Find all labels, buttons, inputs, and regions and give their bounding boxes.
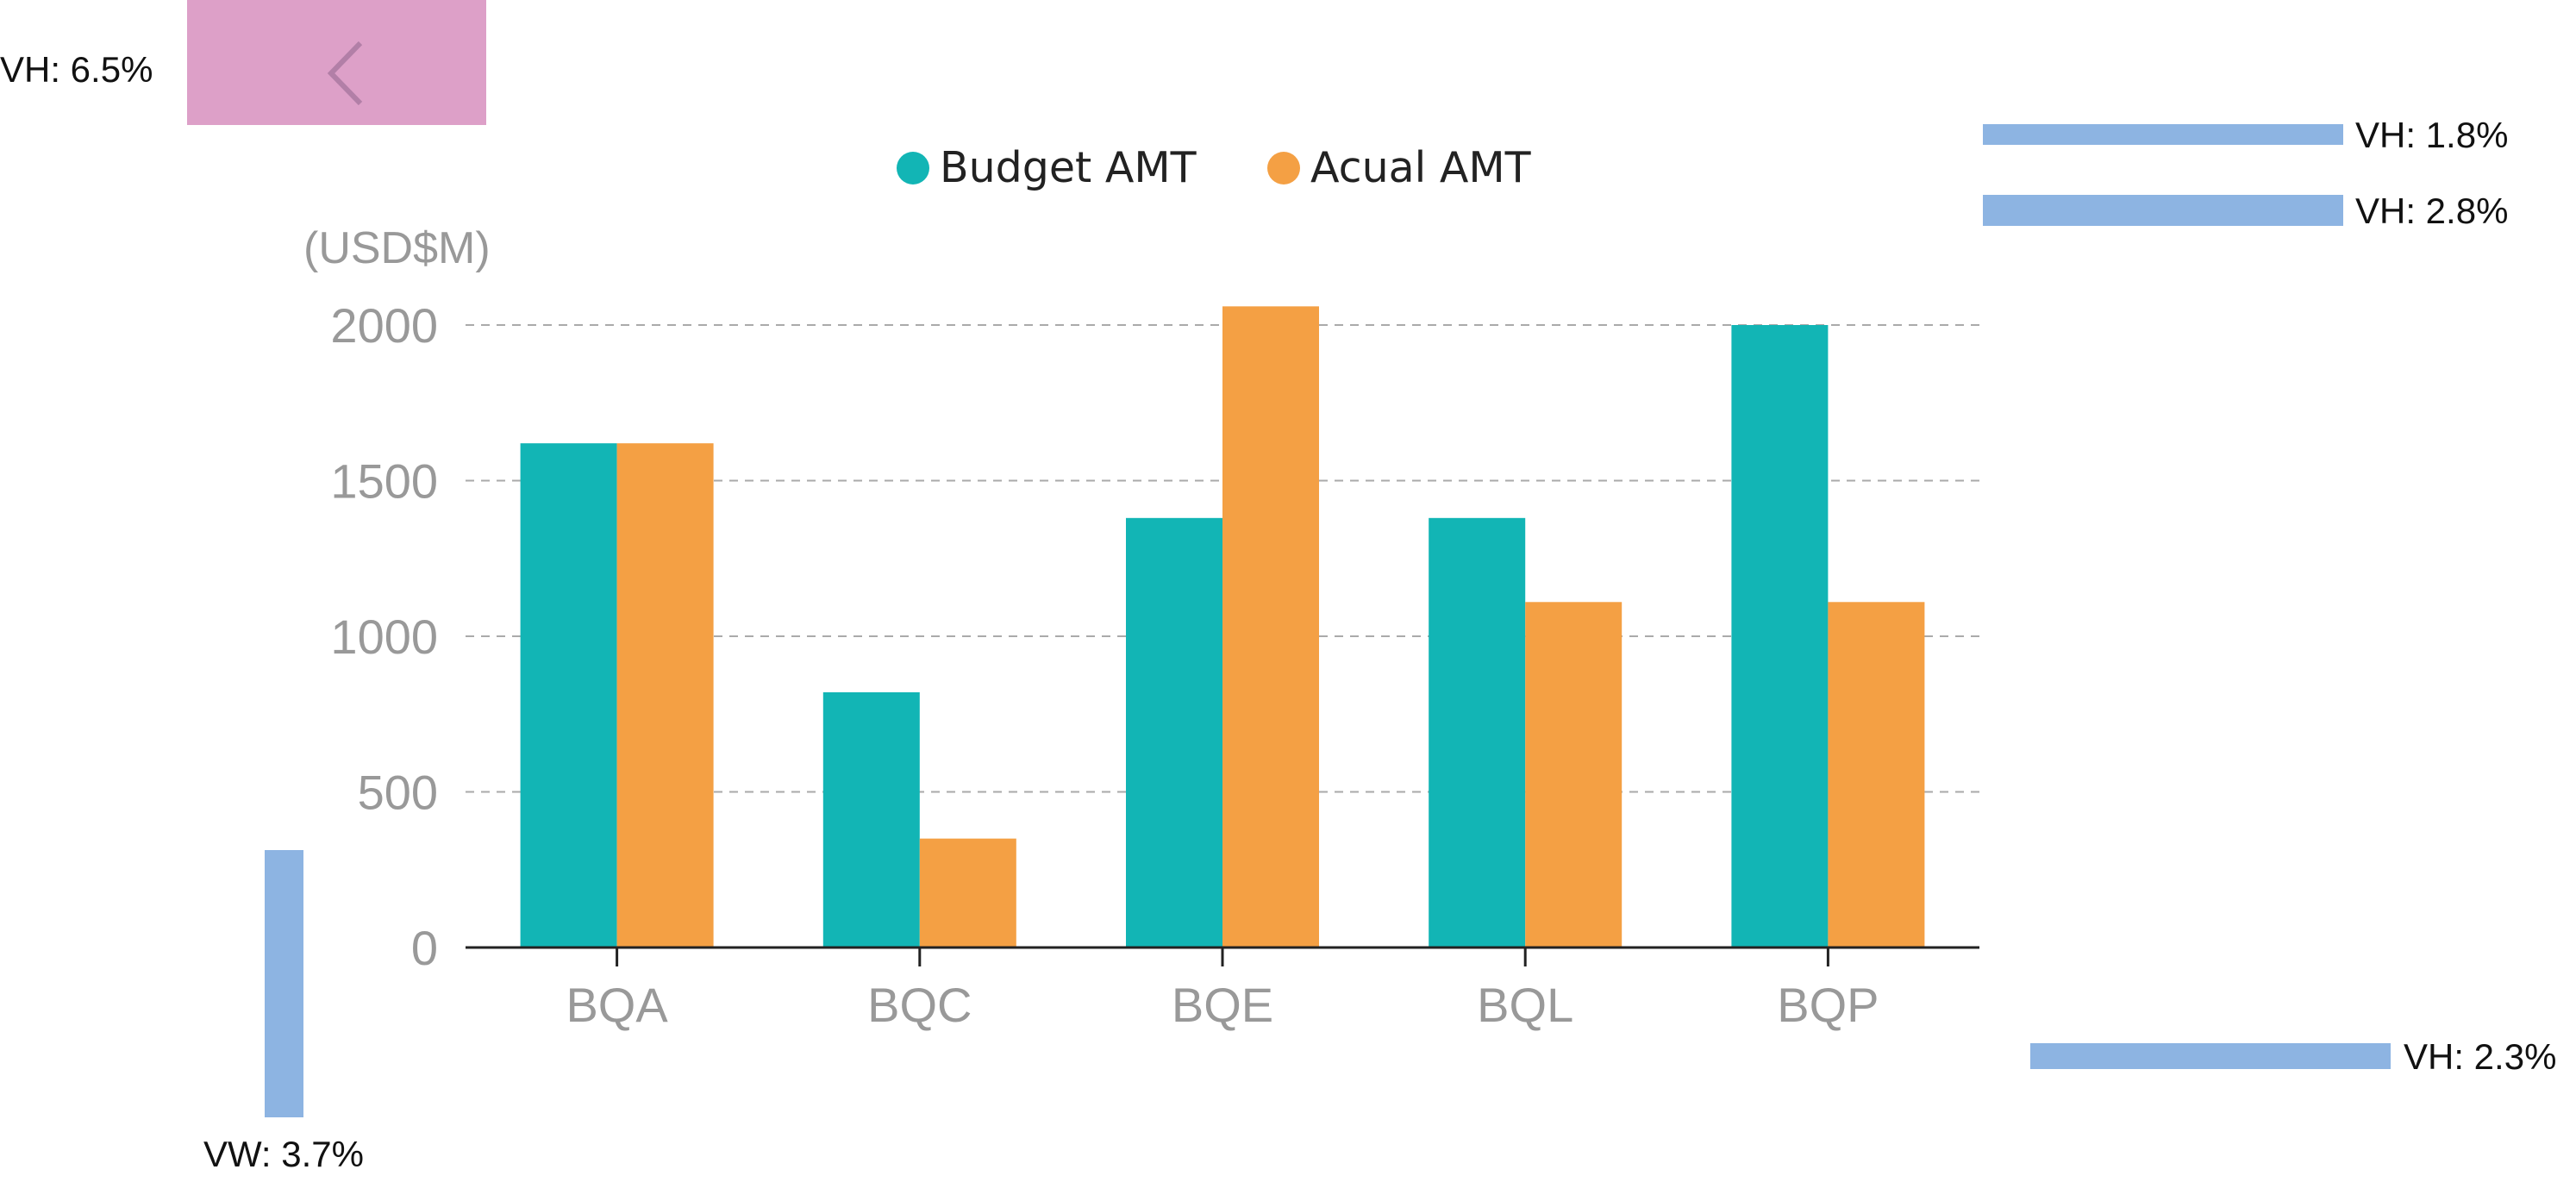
x-tick-label: BQP: [1777, 978, 1879, 1032]
legend-dot-actual: [1267, 151, 1300, 184]
y-tick-label: 2000: [330, 298, 438, 353]
bar-actual: [1525, 602, 1623, 947]
vw-annotation-bottom-left: VW: 3.7%: [203, 1134, 364, 1174]
bar-actual: [1828, 602, 1925, 947]
y-tick-label: 0: [411, 921, 438, 975]
x-tick-label: BQA: [566, 978, 668, 1032]
bar-actual: [919, 838, 1016, 947]
vh-annotation-right-1: VH: 1.8%: [2355, 115, 2509, 155]
vh-annotation-top-left: VH: 6.5%: [0, 49, 153, 90]
bar-budget: [1429, 517, 1526, 947]
bar-actual: [1222, 306, 1319, 948]
bar-budget: [1126, 517, 1222, 947]
legend-item-budget: Budget AMT: [897, 143, 1197, 192]
x-tick-label: BQC: [867, 978, 972, 1032]
vh-indicator-bar-3: [2030, 1043, 2391, 1069]
legend-dot-budget: [897, 151, 929, 184]
x-tick-label: BQL: [1477, 978, 1573, 1032]
legend-label-budget: Budget AMT: [940, 143, 1197, 192]
x-tick-label: BQE: [1172, 978, 1273, 1032]
legend-item-actual: Acual AMT: [1267, 143, 1531, 192]
y-tick-label: 1500: [330, 454, 438, 509]
vh-annotation-bottom-right: VH: 2.3%: [2404, 1036, 2557, 1077]
y-tick-label: 500: [358, 766, 438, 820]
back-button[interactable]: [187, 0, 486, 125]
bar-budget: [520, 443, 617, 947]
bar-actual: [616, 443, 714, 947]
vh-annotation-right-2: VH: 2.8%: [2355, 191, 2509, 231]
chevron-left-icon: [327, 41, 363, 106]
legend-label-actual: Acual AMT: [1310, 143, 1531, 192]
y-unit-label: (USD$M): [303, 223, 491, 273]
vh-indicator-bar-2: [1983, 195, 2343, 226]
vh-indicator-bar-1: [1983, 124, 2343, 145]
bar-budget: [1731, 325, 1829, 947]
vw-indicator-bar: [265, 850, 303, 1117]
y-tick-label: 1000: [330, 610, 438, 664]
bar-budget: [822, 691, 920, 947]
